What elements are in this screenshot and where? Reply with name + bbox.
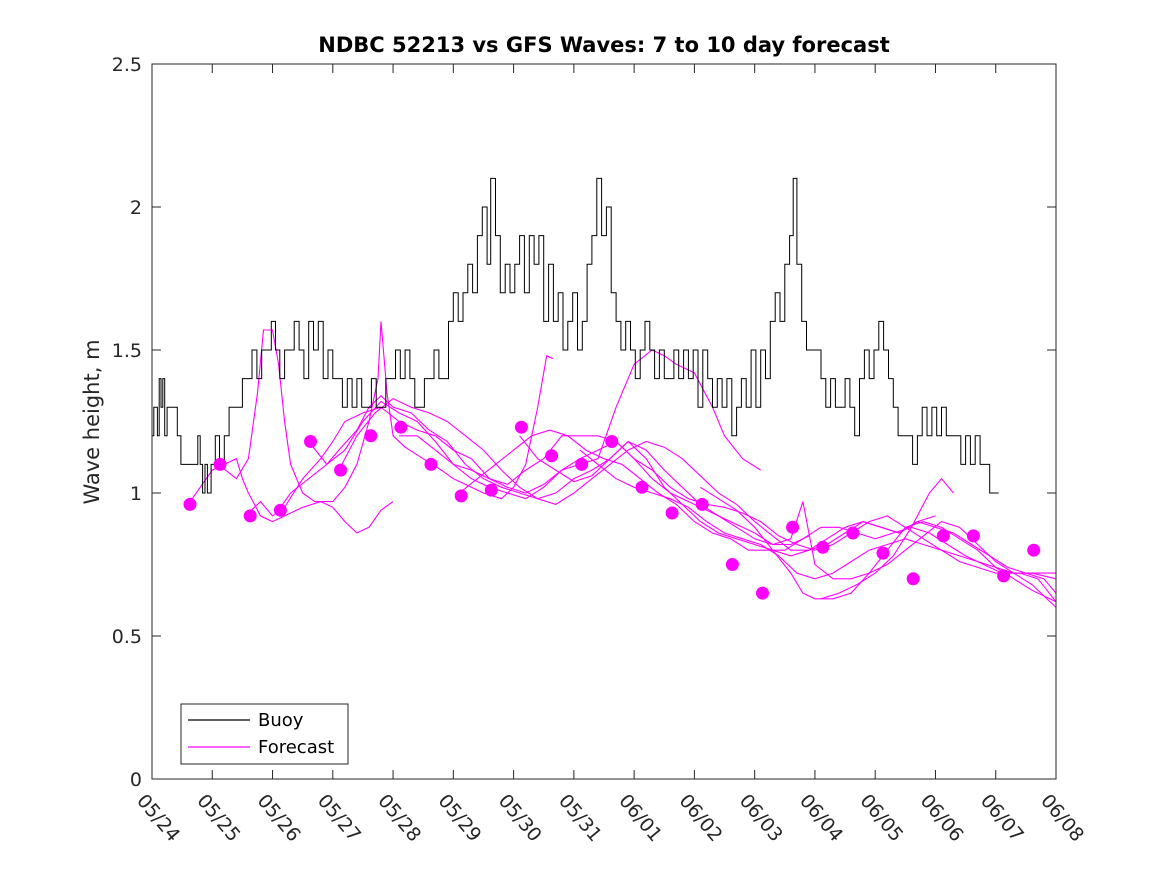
y-tick-label: 0.5 — [112, 626, 142, 648]
forecast-marker — [213, 457, 227, 471]
forecast-line — [217, 321, 554, 503]
chart-title: NDBC 52213 vs GFS Waves: 7 to 10 day for… — [318, 33, 889, 57]
y-axis-ticks: 0 0.5 1 1.5 2 2.5 — [112, 54, 1056, 791]
forecast-line — [579, 449, 1057, 603]
forecast-marker — [424, 457, 438, 471]
legend: Buoy Forecast — [180, 703, 349, 765]
legend-buoy-label: Buoy — [258, 710, 304, 731]
y-tick-label: 2.5 — [112, 54, 142, 76]
plot-area — [152, 177, 1057, 608]
forecast-marker — [756, 586, 769, 600]
forecast-line — [459, 429, 1057, 603]
forecast-marker — [816, 540, 830, 554]
legend-forecast-label: Forecast — [258, 737, 334, 758]
forecast-marker — [1027, 543, 1041, 557]
forecast-marker — [364, 429, 378, 443]
legend-box — [180, 703, 349, 765]
forecast-marker — [484, 483, 498, 497]
forecast-marker — [906, 572, 920, 586]
forecast-marker — [514, 420, 528, 434]
forecast-marker — [394, 420, 408, 434]
forecast-line — [338, 397, 1057, 594]
forecast-marker — [454, 489, 468, 503]
forecast-line — [820, 477, 954, 600]
y-tick-label: 1.5 — [112, 340, 142, 362]
y-tick-label: 2 — [130, 197, 142, 219]
forecast-marker — [876, 546, 890, 560]
forecast-marker — [997, 569, 1011, 583]
forecast-marker — [273, 503, 287, 517]
forecast-marker — [966, 529, 980, 543]
forecast-marker — [936, 529, 950, 543]
forecast-marker — [725, 558, 739, 571]
y-tick-label: 0 — [130, 769, 142, 791]
forecast-line — [519, 435, 1057, 608]
forecast-marker — [605, 435, 619, 448]
plot-frame — [151, 63, 1057, 780]
forecast-marker — [695, 497, 709, 511]
forecast-marker — [846, 526, 860, 540]
forecast-marker — [183, 497, 197, 511]
forecast-marker — [665, 506, 679, 520]
forecast-marker — [786, 520, 800, 534]
forecast-marker — [575, 457, 589, 471]
forecast-marker — [304, 435, 317, 448]
y-axis-label: Wave height, m — [80, 339, 104, 504]
forecast-marker — [243, 509, 257, 523]
buoy-line — [152, 177, 999, 494]
forecast-line — [700, 486, 1056, 600]
forecast-marker — [545, 449, 559, 463]
forecast-line — [248, 406, 810, 546]
forecast-marker — [334, 463, 348, 477]
y-tick-label: 1 — [130, 483, 142, 505]
forecast-marker — [635, 480, 649, 494]
